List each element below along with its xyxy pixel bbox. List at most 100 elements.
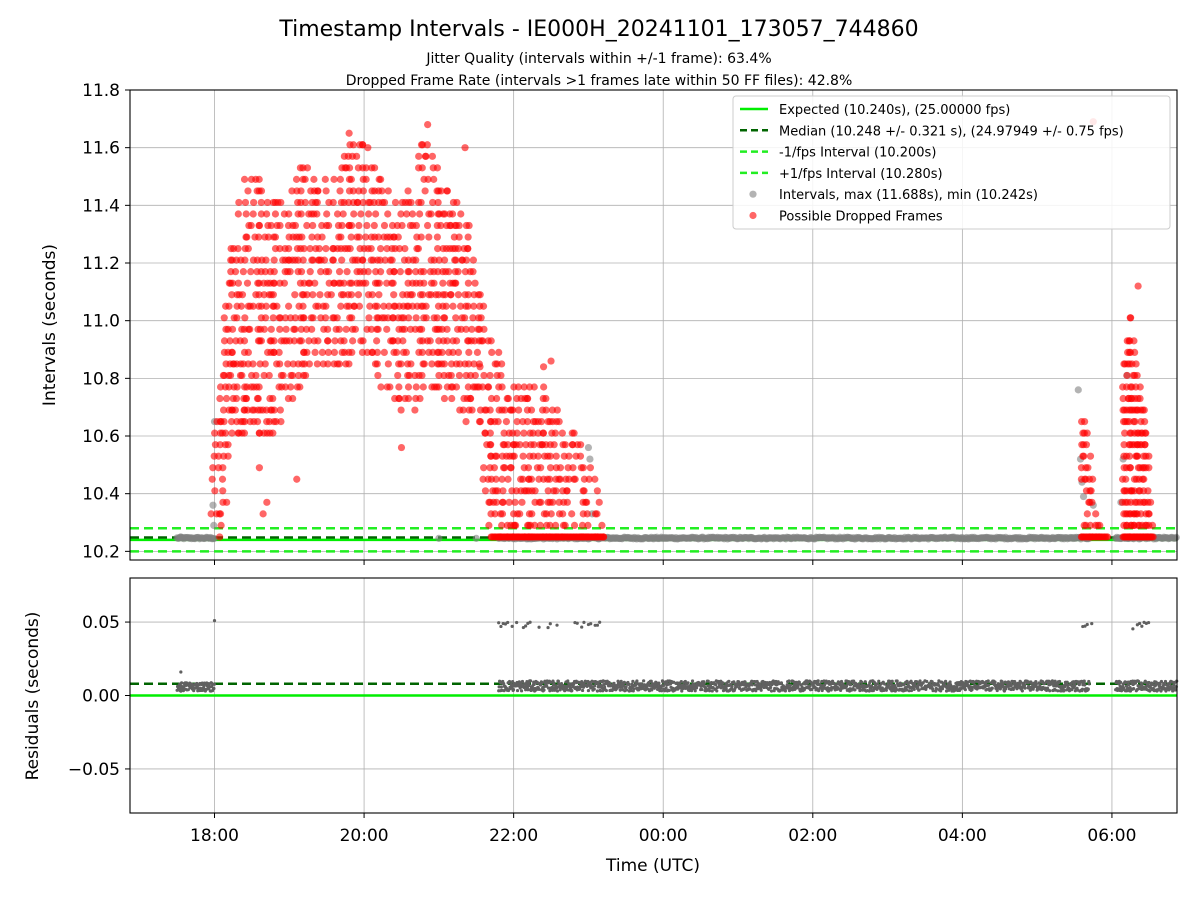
dropped-frame-point [234, 244, 242, 253]
dropped-frame-point [452, 279, 460, 287]
dropped-frame-point [565, 475, 573, 483]
dropped-frame-point [228, 291, 236, 299]
residual-point [527, 683, 531, 688]
dropped-frame-point [579, 487, 587, 495]
dropped-frame-point [329, 256, 337, 264]
dropped-frame-point [404, 187, 412, 195]
dropped-frame-point [297, 325, 305, 333]
interval-point [1074, 386, 1082, 394]
dropped-frame-point [323, 210, 331, 218]
dropped-frame-point [585, 475, 593, 483]
dropped-frame-point [330, 175, 338, 183]
residual-point [200, 681, 204, 685]
dropped-frame-point [598, 521, 606, 529]
dropped-frame-point [223, 498, 231, 506]
dropped-frame-point [297, 210, 305, 218]
dropped-frame-point [216, 394, 224, 403]
dropped-frame-point [539, 429, 547, 437]
residual-point [1082, 679, 1086, 683]
intervals-y-tick-label: 11.2 [82, 254, 120, 274]
dropped-frame-point [261, 268, 269, 276]
dropped-frame-point [1103, 533, 1112, 541]
dropped-frame-point [374, 233, 383, 241]
dropped-frame-point [477, 314, 485, 322]
dropped-frame-point [537, 417, 546, 426]
dropped-frame-point [510, 452, 518, 460]
dropped-frame-point [1133, 452, 1142, 460]
residual-point [1065, 680, 1069, 684]
residual-point [686, 681, 690, 685]
dropped-frame-point [486, 371, 494, 380]
dropped-frame-point [395, 394, 403, 403]
dropped-frame-point [294, 371, 303, 380]
residual-point [581, 688, 585, 693]
dropped-frame-point [308, 233, 316, 241]
residual-point [710, 689, 714, 693]
dropped-frame-point [593, 487, 601, 495]
dropped-frame-point [397, 210, 405, 218]
dropped-frame-point [408, 210, 417, 218]
dropped-frame-point [380, 198, 389, 207]
residual-point [552, 681, 556, 685]
dropped-frame-point [1141, 441, 1149, 449]
dropped-frame-point [289, 394, 297, 403]
dropped-frame-point [549, 498, 557, 506]
residual-point [1119, 680, 1123, 685]
dropped-frame-point [399, 337, 407, 345]
dropped-frame-point [291, 221, 300, 230]
interval-point [472, 534, 480, 542]
residual-point [593, 623, 597, 627]
residuals-panel: −0.05 0.00 0.05 18:00 20:00 22:00 00:00 02:00 0… [23, 577, 1179, 876]
dropped-frame-point [443, 337, 451, 345]
dropped-frame-point [449, 348, 457, 356]
dropped-frame-point [260, 325, 268, 333]
interval-point [209, 501, 217, 509]
dropped-frame-point [1080, 452, 1088, 460]
dropped-frame-point [586, 464, 594, 472]
residual-point [787, 679, 791, 683]
dropped-frame-point [318, 348, 326, 356]
residual-point [561, 683, 565, 687]
dropped-frame-point [440, 360, 449, 368]
dropped-frame-point [404, 314, 413, 322]
x-tick-label: 06:00 [1087, 826, 1136, 846]
residual-point [212, 682, 216, 686]
dropped-frame-point [303, 348, 311, 356]
dropped-frame-point [309, 291, 317, 299]
dropped-frame-point [481, 429, 489, 437]
dropped-frame-point [412, 221, 421, 230]
dropped-frame-point [216, 510, 225, 518]
x-tick-label: 00:00 [639, 826, 688, 846]
dropped-frame-point [420, 279, 428, 287]
dropped-frame-point [347, 233, 355, 241]
dropped-frame-point [416, 210, 424, 218]
dropped-frame-point [291, 291, 299, 299]
dropped-frame-point [350, 210, 358, 218]
residual-point [748, 687, 752, 691]
residual-point [690, 689, 694, 693]
dropped-frame-point [355, 302, 364, 310]
dropped-frame-point [263, 498, 271, 506]
dropped-frame-point [435, 371, 443, 380]
dropped-frame-point [519, 475, 527, 483]
dropped-frame-point [243, 233, 251, 241]
dropped-frame-point [421, 187, 429, 195]
residual-point [524, 624, 528, 628]
dropped-frame-point [491, 510, 499, 518]
dropped-frame-point [464, 279, 472, 287]
dropped-frame-point [416, 394, 424, 403]
residual-point [990, 686, 994, 690]
dropped-frame-point [418, 164, 426, 172]
residual-point [577, 687, 582, 691]
residual-point [1126, 680, 1130, 684]
dropped-frame-point [486, 441, 494, 449]
dropped-frame-point [420, 360, 428, 368]
residual-point [867, 689, 871, 693]
dropped-frame-point [425, 233, 433, 241]
residual-point [1146, 620, 1151, 625]
dropped-frame-point [271, 233, 280, 241]
residual-point [948, 682, 953, 687]
dropped-frame-point [469, 268, 477, 276]
dropped-frame-point [474, 291, 483, 299]
dropped-frame-point [368, 291, 376, 299]
